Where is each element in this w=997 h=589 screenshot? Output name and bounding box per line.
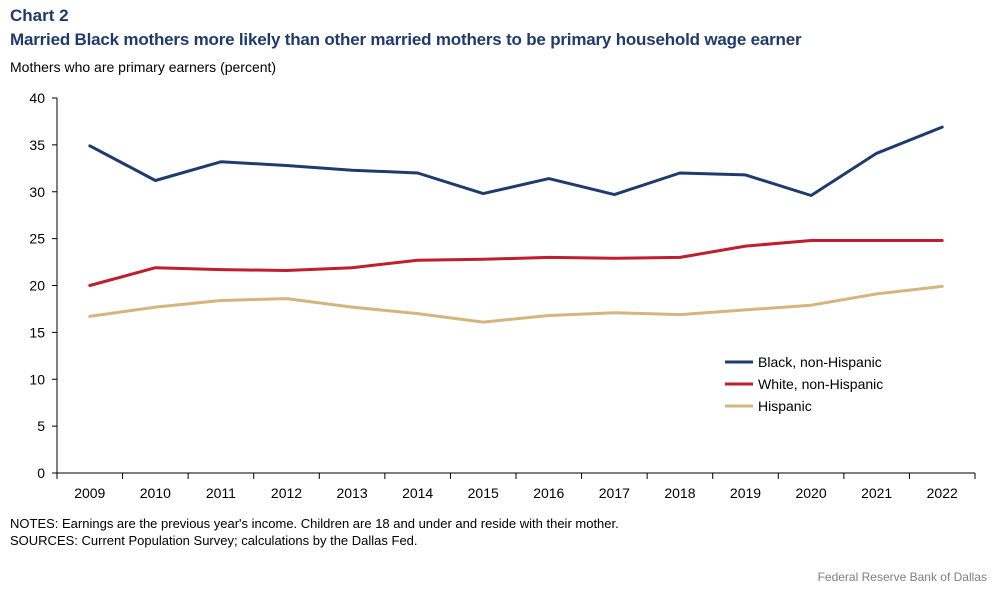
y-tick-label: 20 <box>29 278 45 294</box>
legend-label: Black, non-Hispanic <box>758 354 882 370</box>
chart-legend: Black, non-Hispanic White, non-Hispanic Hi… <box>725 354 883 414</box>
x-tick-label: 2009 <box>74 485 105 501</box>
chart-notes: NOTES: Earnings are the previous year's … <box>10 515 619 549</box>
series-line-white-non-hispanic <box>88 239 944 287</box>
sources-text: SOURCES: Current Population Survey; calc… <box>10 533 418 548</box>
series-line-black-non-hispanic <box>88 125 944 197</box>
chart-axes: 0 5 10 15 20 25 30 35 40 2009 2010 2011 2012 2013 2014… <box>29 90 976 501</box>
legend-label: Hispanic <box>758 398 812 414</box>
x-tick-label: 2020 <box>795 485 826 501</box>
chart-series <box>88 125 944 324</box>
legend-label: White, non-Hispanic <box>758 376 883 392</box>
y-tick-label: 15 <box>29 324 45 340</box>
chart-title: Married Black mothers more likely than o… <box>10 30 802 49</box>
x-tick-label: 2012 <box>271 485 302 501</box>
chart-label: Chart 2 <box>10 6 69 25</box>
x-tick-label: 2011 <box>206 485 236 501</box>
x-tick-label: 2016 <box>533 485 564 501</box>
x-tick-label: 2019 <box>730 485 761 501</box>
x-tick-label: 2013 <box>336 485 367 501</box>
x-tick-label: 2017 <box>599 485 630 501</box>
series-line-hispanic <box>88 284 944 324</box>
x-tick-label: 2018 <box>664 485 695 501</box>
y-tick-label: 30 <box>29 184 45 200</box>
y-tick-label: 25 <box>29 231 45 247</box>
y-axis-units-label: Mothers who are primary earners (percent… <box>10 59 277 75</box>
y-tick-label: 35 <box>29 137 45 153</box>
x-tick-label: 2015 <box>468 485 499 501</box>
notes-text: NOTES: Earnings are the previous year's … <box>10 516 619 531</box>
y-tick-label: 5 <box>37 418 45 434</box>
x-tick-label: 2022 <box>927 485 958 501</box>
x-tick-label: 2021 <box>861 485 892 501</box>
x-tick-label: 2014 <box>402 485 433 501</box>
y-tick-label: 40 <box>29 90 45 106</box>
y-tick-label: 10 <box>29 371 45 387</box>
x-tick-label: 2010 <box>140 485 171 501</box>
y-tick-label: 0 <box>37 465 45 481</box>
credit-text: Federal Reserve Bank of Dallas <box>817 570 987 584</box>
